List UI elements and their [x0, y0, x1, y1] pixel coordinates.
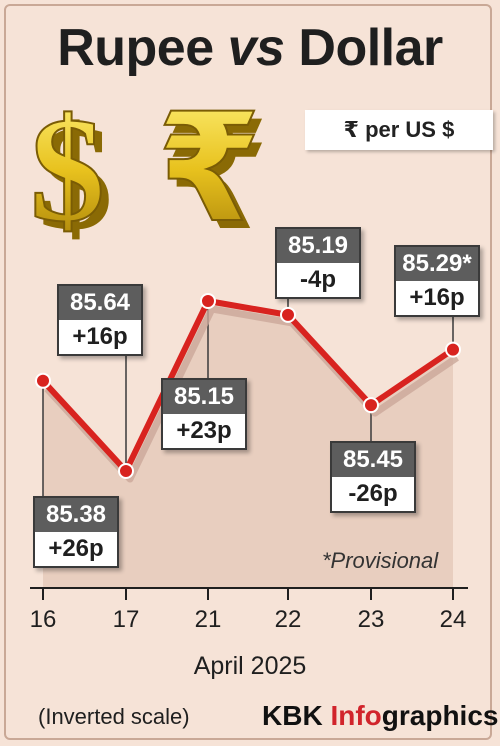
value-label: 85.45	[332, 443, 414, 477]
data-label-16: 85.38 +26p	[33, 496, 119, 568]
data-label-24: 85.29* +16p	[394, 245, 480, 317]
credit-brand: KBK	[262, 700, 331, 731]
value-label: 85.64	[59, 286, 141, 320]
data-point-24	[445, 341, 461, 358]
data-point-17	[118, 463, 134, 479]
change-label: +16p	[72, 323, 128, 350]
data-point-16	[35, 372, 51, 389]
x-tick-label-22: 22	[274, 606, 302, 633]
value-label: 85.15	[163, 380, 245, 414]
data-point-21	[200, 293, 216, 309]
x-tick-label-24: 24	[439, 606, 467, 633]
area-fill	[43, 301, 453, 588]
change-label: +16p	[409, 284, 465, 311]
series-line	[40, 298, 456, 474]
x-axis-label: April 2025	[193, 652, 307, 680]
chart-frame	[4, 4, 492, 740]
x-tick-label-23: 23	[357, 606, 385, 633]
value-label: 85.19	[277, 229, 359, 263]
change-label: -4p	[300, 266, 336, 293]
data-label-22: 85.19 -4p	[275, 227, 361, 299]
title-part-vs: vs	[227, 19, 285, 77]
change-label: +23p	[176, 417, 232, 444]
svg-text:₹: ₹	[165, 100, 269, 250]
value-label: 85.29*	[396, 247, 478, 281]
value-label: 85.38	[35, 498, 117, 532]
data-point-23	[363, 397, 379, 414]
credit-logo: KBK Infographics	[262, 700, 498, 732]
x-tick-label-21: 21	[194, 606, 222, 633]
currency-symbols-graphic: $ $ ₹ ₹	[29, 100, 269, 250]
chart-title: Rupee vs Dollar	[0, 18, 500, 78]
data-label-21: 85.15 +23p	[161, 378, 247, 450]
rupee-sign-icon: ₹ ₹	[156, 100, 269, 250]
data-label-23: 85.45 -26p	[330, 441, 416, 513]
unit-label: ₹ per US $	[305, 110, 493, 150]
title-part-2: Dollar	[284, 19, 443, 77]
svg-text:₹: ₹	[157, 100, 261, 250]
change-label: -26p	[348, 480, 398, 507]
data-point-22	[280, 306, 296, 323]
title-part-1: Rupee	[57, 19, 228, 77]
x-tick-label-16: 16	[29, 606, 57, 633]
x-tick-label-17: 17	[112, 606, 140, 633]
data-label-17: 85.64 +16p	[57, 284, 143, 356]
inverted-scale-note: (Inverted scale)	[38, 704, 190, 729]
change-label: +26p	[48, 535, 104, 562]
svg-text:$: $	[30, 100, 105, 250]
svg-text:$: $	[38, 100, 113, 250]
credit-rest: graphics	[381, 700, 499, 731]
provisional-note: *Provisional	[322, 548, 439, 573]
dollar-sign-icon: $ $	[29, 100, 113, 250]
credit-accent: Info	[330, 700, 382, 731]
